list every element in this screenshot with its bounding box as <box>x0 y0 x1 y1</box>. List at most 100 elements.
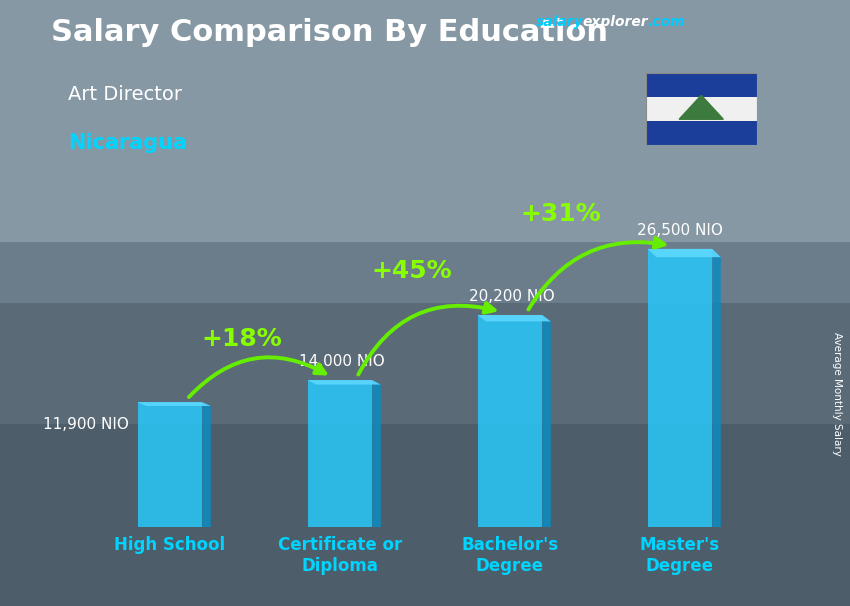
Bar <box>0 67 850 73</box>
Bar <box>0 127 850 133</box>
Bar <box>646 121 756 145</box>
Bar <box>0 115 850 121</box>
Bar <box>0 309 850 315</box>
Bar <box>0 382 850 388</box>
Polygon shape <box>138 402 211 406</box>
Bar <box>0 442 850 448</box>
Bar <box>0 576 850 582</box>
Bar <box>0 194 850 200</box>
Bar <box>0 279 850 285</box>
Bar <box>0 485 850 491</box>
Text: +18%: +18% <box>201 327 281 351</box>
Text: explorer: explorer <box>582 15 648 29</box>
Bar <box>0 242 850 248</box>
Bar <box>0 582 850 588</box>
Text: High School: High School <box>115 536 225 554</box>
Text: +31%: +31% <box>520 202 601 226</box>
Bar <box>0 248 850 255</box>
Text: Certificate or
Diploma: Certificate or Diploma <box>278 536 402 574</box>
Bar <box>0 303 850 606</box>
Bar <box>0 418 850 424</box>
Bar <box>0 491 850 497</box>
Bar <box>0 509 850 515</box>
Bar <box>0 473 850 479</box>
Bar <box>0 527 850 533</box>
Bar <box>0 97 850 103</box>
Bar <box>0 339 850 345</box>
Bar <box>0 412 850 418</box>
Bar <box>0 497 850 503</box>
FancyArrowPatch shape <box>359 303 495 375</box>
Bar <box>0 73 850 79</box>
Bar <box>0 103 850 109</box>
Bar <box>478 315 542 527</box>
Bar <box>0 109 850 115</box>
Bar <box>0 345 850 351</box>
Bar <box>0 48 850 55</box>
Bar <box>0 600 850 606</box>
Bar <box>0 376 850 382</box>
Bar <box>0 261 850 267</box>
Bar <box>0 479 850 485</box>
Bar <box>0 61 850 67</box>
Bar <box>0 18 850 24</box>
Bar <box>0 291 850 297</box>
Bar <box>0 79 850 85</box>
Bar <box>0 545 850 551</box>
Bar <box>0 133 850 139</box>
Bar <box>0 461 850 467</box>
Bar <box>0 139 850 145</box>
Bar <box>648 249 712 527</box>
Bar <box>0 303 850 309</box>
Text: +45%: +45% <box>371 259 451 283</box>
Polygon shape <box>648 249 721 257</box>
Bar <box>0 297 850 303</box>
Bar <box>0 36 850 42</box>
Bar <box>0 327 850 333</box>
Bar <box>0 152 850 158</box>
Bar <box>0 424 850 430</box>
Bar <box>0 406 850 412</box>
Text: 14,000 NIO: 14,000 NIO <box>299 354 385 369</box>
Text: Nicaragua: Nicaragua <box>68 133 187 153</box>
Bar <box>0 121 850 127</box>
Text: salary: salary <box>536 15 583 29</box>
Bar <box>0 164 850 170</box>
Bar <box>0 503 850 509</box>
Polygon shape <box>712 249 721 527</box>
Bar <box>0 0 850 242</box>
Bar <box>0 370 850 376</box>
Text: 26,500 NIO: 26,500 NIO <box>637 223 723 238</box>
Bar <box>0 430 850 436</box>
Polygon shape <box>542 315 551 527</box>
Bar <box>0 467 850 473</box>
Polygon shape <box>478 315 551 321</box>
Bar <box>0 588 850 594</box>
Text: 11,900 NIO: 11,900 NIO <box>43 417 129 432</box>
Bar <box>0 12 850 18</box>
Bar <box>0 539 850 545</box>
Bar <box>0 230 850 236</box>
Bar <box>0 351 850 358</box>
Bar <box>0 515 850 521</box>
Bar <box>0 212 850 218</box>
Text: 20,200 NIO: 20,200 NIO <box>469 289 555 304</box>
Text: .com: .com <box>648 15 685 29</box>
Bar <box>0 170 850 176</box>
Bar <box>308 380 372 527</box>
Text: Art Director: Art Director <box>68 85 182 104</box>
Bar <box>0 400 850 406</box>
Bar <box>0 188 850 194</box>
Bar <box>0 594 850 600</box>
Bar <box>0 436 850 442</box>
Bar <box>646 73 756 97</box>
Bar <box>138 402 202 527</box>
Polygon shape <box>308 380 381 385</box>
Bar <box>0 364 850 370</box>
Bar <box>0 145 850 152</box>
Bar <box>0 224 850 230</box>
Bar <box>0 55 850 61</box>
Bar <box>0 255 850 261</box>
Bar <box>0 315 850 321</box>
Text: Master's
Degree: Master's Degree <box>640 536 720 574</box>
